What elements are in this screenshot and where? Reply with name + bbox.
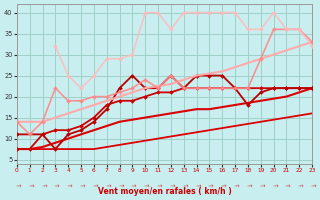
- Text: ↗: ↗: [52, 182, 59, 189]
- Text: ↗: ↗: [26, 182, 33, 189]
- Text: ↗: ↗: [180, 182, 187, 189]
- Text: ↗: ↗: [296, 182, 303, 189]
- Text: ↗: ↗: [206, 182, 213, 189]
- Text: ↗: ↗: [13, 182, 20, 189]
- Text: ↗: ↗: [257, 182, 264, 189]
- Text: ↗: ↗: [231, 182, 239, 189]
- Text: ↗: ↗: [308, 182, 316, 189]
- Text: ↗: ↗: [65, 182, 72, 189]
- Text: ↗: ↗: [103, 182, 110, 189]
- Text: ↗: ↗: [39, 182, 46, 189]
- Text: ↗: ↗: [77, 182, 85, 189]
- Text: ↗: ↗: [141, 182, 149, 189]
- Text: ↗: ↗: [244, 182, 252, 189]
- Text: ↗: ↗: [270, 182, 277, 189]
- Text: ↗: ↗: [129, 182, 136, 189]
- Text: ↗: ↗: [167, 182, 174, 189]
- Text: ↗: ↗: [155, 182, 162, 189]
- Text: ↗: ↗: [219, 182, 226, 189]
- X-axis label: Vent moyen/en rafales ( km/h ): Vent moyen/en rafales ( km/h ): [98, 187, 231, 196]
- Text: ↗: ↗: [283, 182, 290, 189]
- Text: ↗: ↗: [116, 182, 123, 189]
- Text: ↗: ↗: [90, 182, 98, 189]
- Text: ↗: ↗: [193, 182, 200, 189]
